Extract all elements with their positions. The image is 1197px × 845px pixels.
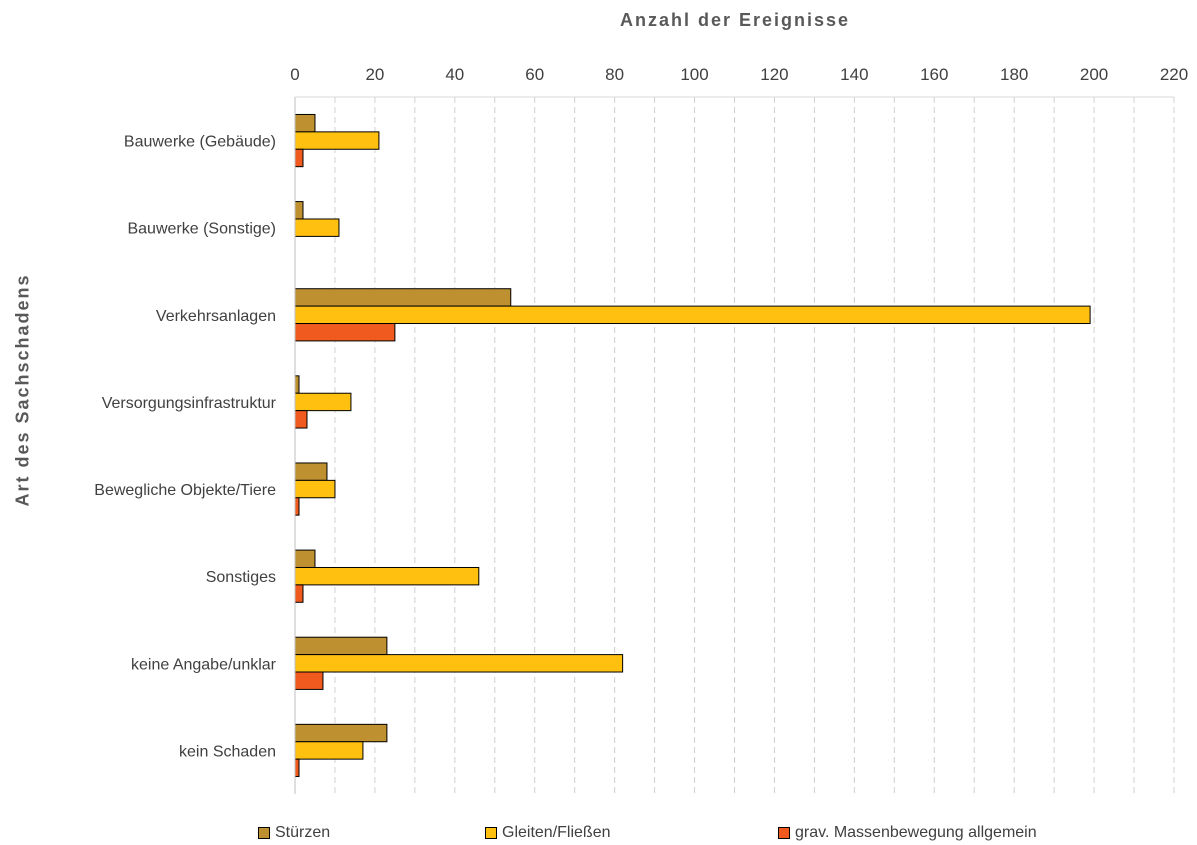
x-tick-label: 40	[445, 65, 464, 84]
category-label: kein Schaden	[179, 743, 276, 760]
x-tick-label: 220	[1160, 65, 1188, 84]
bar	[294, 566, 480, 586]
x-tick-label: 160	[920, 65, 948, 84]
category-label: Bauwerke (Gebäude)	[124, 134, 276, 151]
legend-swatch-massenbewegung	[778, 827, 790, 839]
bar	[294, 113, 316, 133]
bar	[294, 410, 308, 429]
y-axis-title: Art des Sachschadens	[12, 273, 33, 507]
x-tick-label: 60	[525, 65, 544, 84]
legend-label-massenbewegung: grav. Massenbewegung allgemein	[795, 824, 1037, 841]
legend-label-gleiten: Gleiten/Fließen	[502, 824, 611, 841]
category-label: keine Angabe/unklar	[131, 656, 277, 673]
category-label: Bauwerke (Sonstige)	[127, 221, 276, 238]
bar	[294, 758, 300, 778]
legend-item-massenbewegung: grav. Massenbewegung allgemein	[778, 824, 1037, 842]
category-labels: Bauwerke (Gebäude) Bauwerke (Sonstige) Ver…	[94, 134, 276, 761]
axes	[294, 96, 1174, 794]
bar	[294, 288, 512, 307]
x-tick-label: 100	[680, 65, 708, 84]
bar	[294, 375, 300, 394]
bar	[294, 549, 316, 568]
legend-item-gleiten: Gleiten/Fließen	[485, 824, 611, 842]
x-tick-label: 120	[760, 65, 788, 84]
legend-swatch-stuerzen	[258, 827, 270, 839]
bar	[294, 741, 364, 760]
bar	[294, 305, 1091, 325]
bar	[294, 671, 324, 690]
bar	[294, 131, 380, 150]
bars	[294, 113, 1091, 778]
x-tick-label: 140	[840, 65, 868, 84]
legend-item-stuerzen: Stürzen	[258, 824, 330, 842]
legend-label-stuerzen: Stürzen	[275, 824, 331, 841]
bar	[294, 392, 352, 412]
x-tick-label: 80	[605, 65, 624, 84]
category-label: Versorgungsinfrastruktur	[102, 395, 277, 412]
bar	[294, 462, 328, 481]
bar	[294, 723, 388, 743]
category-label: Bewegliche Objekte/Tiere	[94, 482, 276, 499]
bar	[294, 584, 304, 603]
x-tick-label: 0	[290, 65, 299, 84]
x-axis-title: Anzahl der Ereignisse	[619, 10, 851, 30]
category-label: Verkehrsanlagen	[156, 308, 276, 325]
x-tick-label: 20	[365, 65, 384, 84]
bar	[294, 148, 304, 168]
x-tick-label: 200	[1080, 65, 1108, 84]
x-tick-label: 180	[1000, 65, 1028, 84]
legend-swatch-gleiten	[485, 827, 497, 839]
bar	[294, 654, 624, 673]
bar	[294, 201, 304, 220]
bar	[294, 636, 388, 656]
grid-lines	[334, 97, 1175, 794]
legend: Stürzen Gleiten/Fließen grav. Massenbewe…	[0, 824, 1197, 844]
category-label: Sonstiges	[206, 569, 276, 586]
x-axis-ticks: 0 20 40 60 80 100 120 140 160 180 200 220	[290, 65, 1188, 84]
bar	[294, 479, 336, 499]
bar	[294, 218, 340, 237]
bar	[294, 497, 300, 516]
bar	[294, 323, 396, 342]
